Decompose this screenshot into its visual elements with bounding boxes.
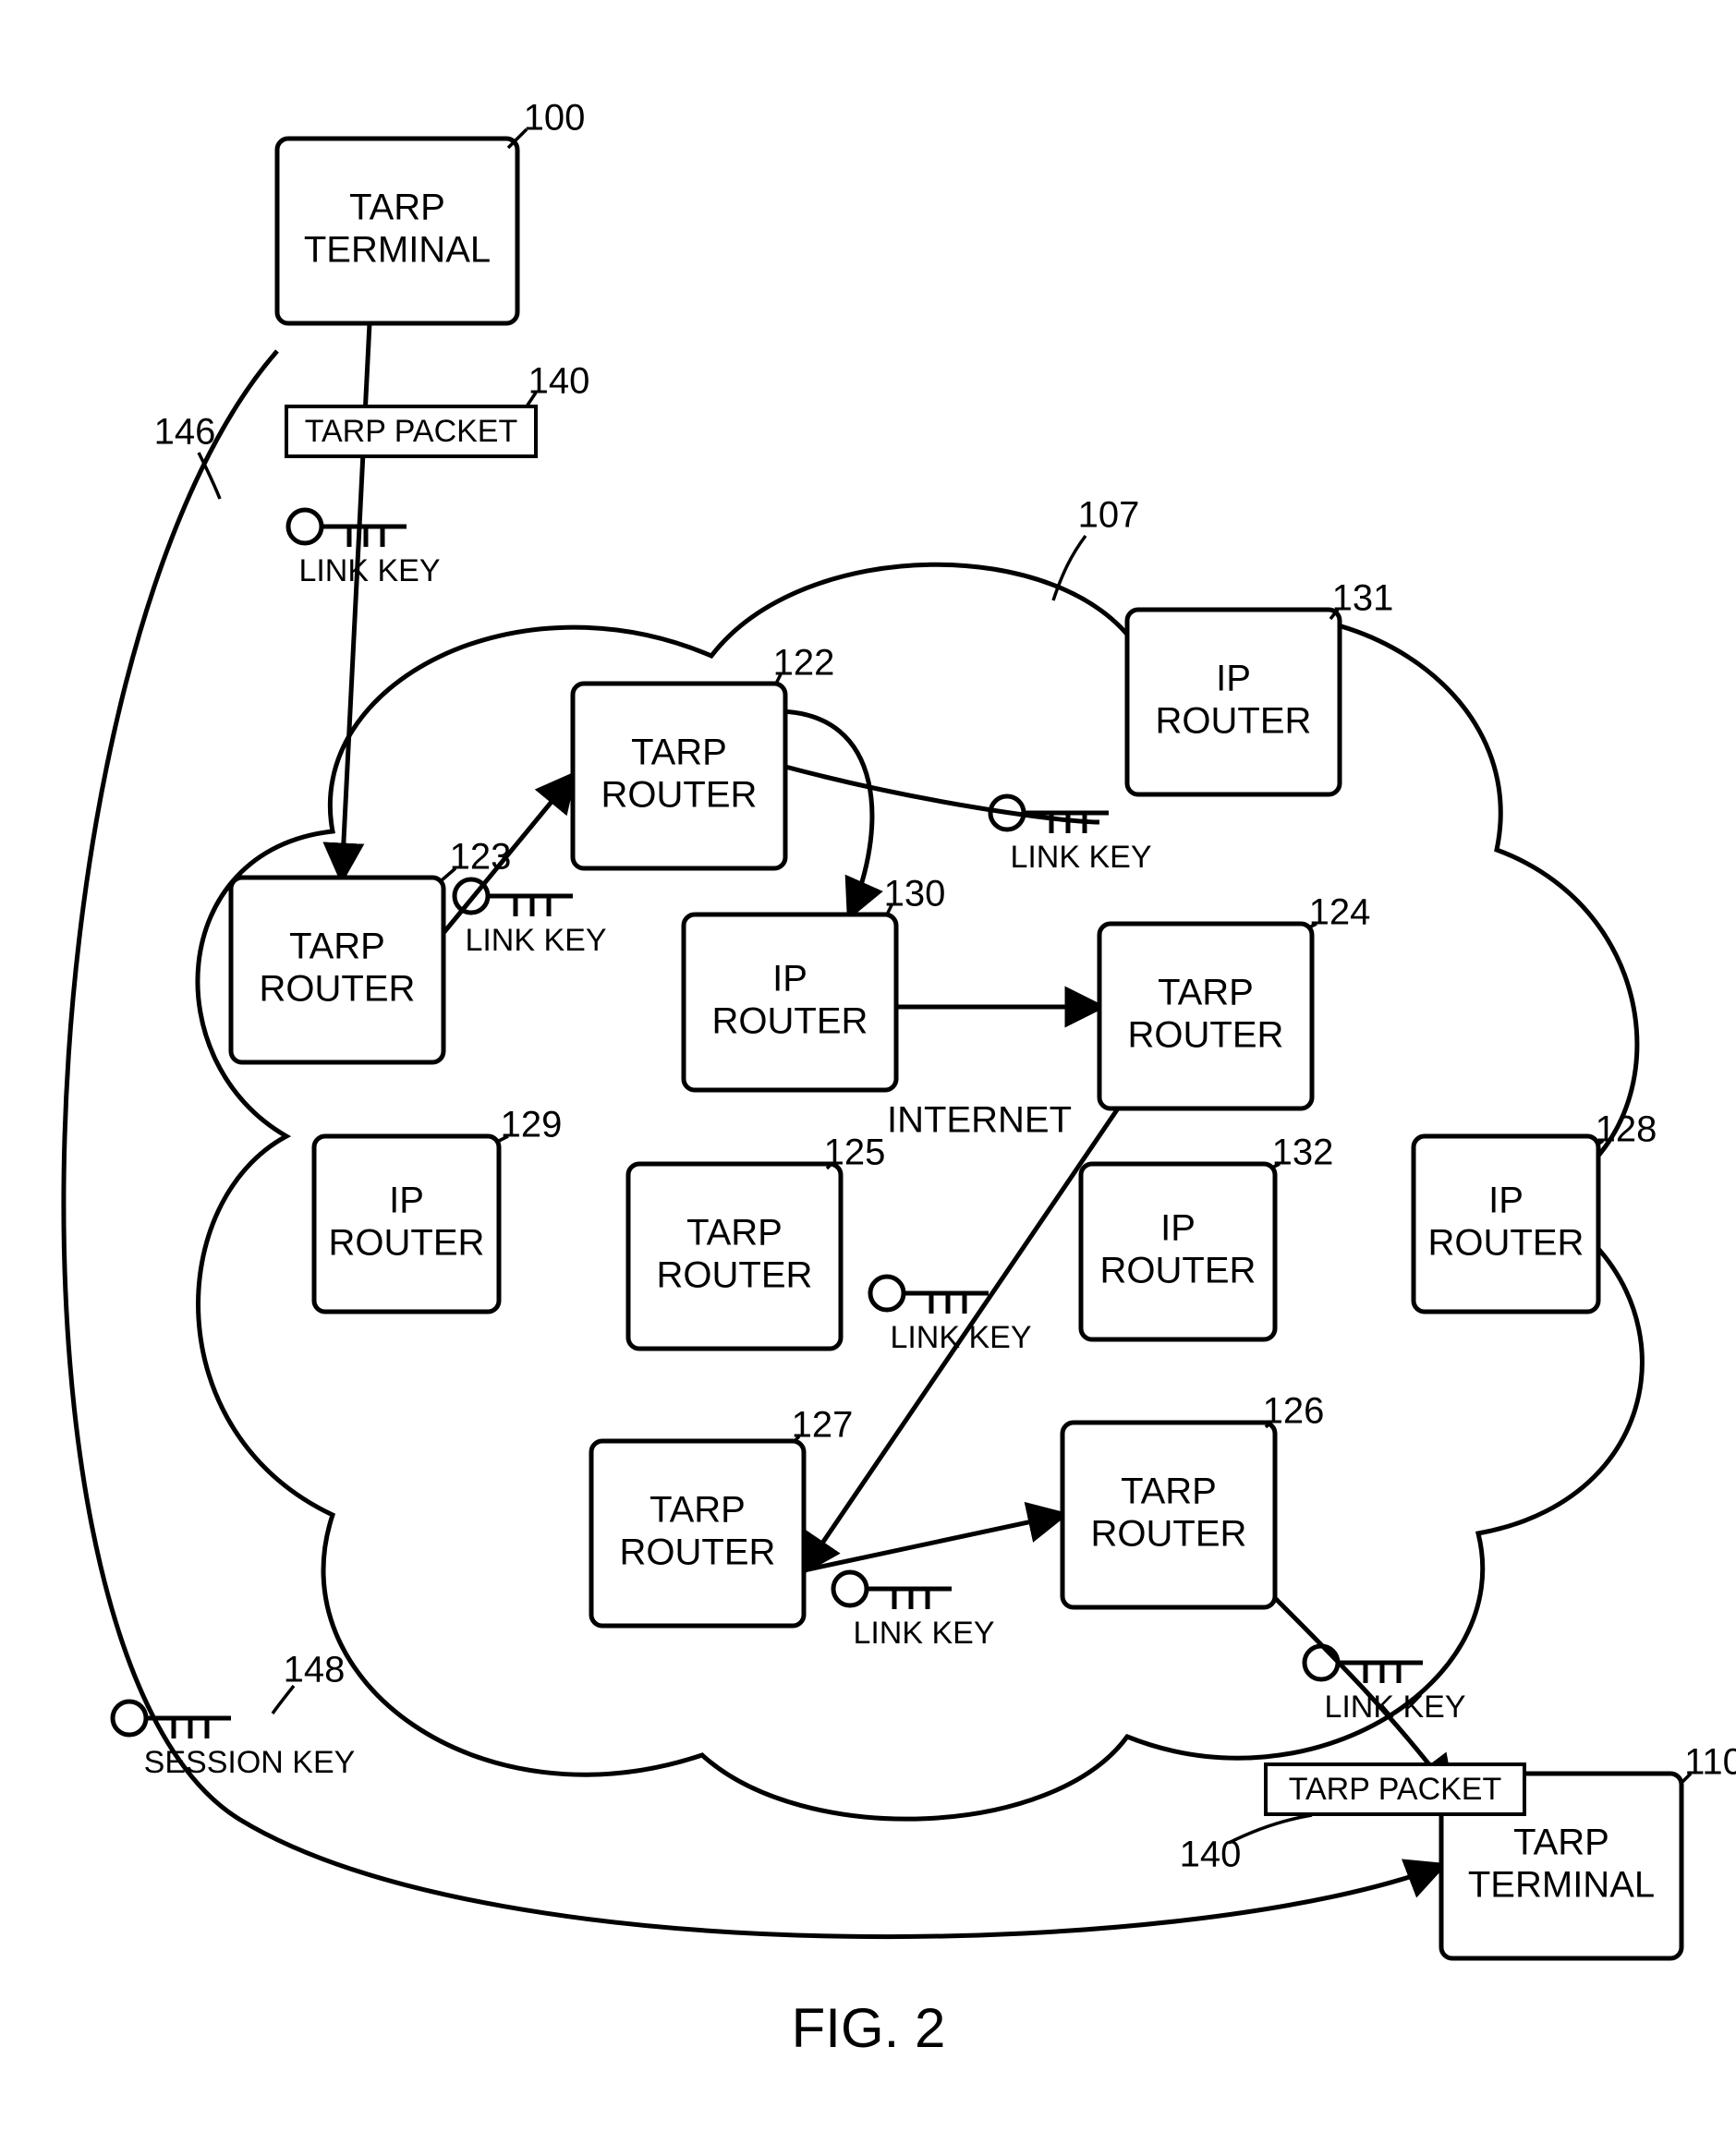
tarp-router-124: TARPROUTER [1099, 924, 1312, 1108]
ref-tarp-router-127: 127 [792, 1405, 854, 1446]
tarp-router-127-label-line1: ROUTER [620, 1532, 776, 1573]
tarp-router-126-label-line1: ROUTER [1091, 1514, 1247, 1555]
ref-tarp-router-125: 125 [824, 1133, 886, 1173]
ip-router-131: IPROUTER [1127, 610, 1340, 794]
ip-router-131-label-line0: IP [1216, 659, 1251, 699]
tarp-packet-top: TARP PACKET [286, 406, 536, 456]
ref-tarp-router-124: 124 [1309, 892, 1371, 933]
ip-router-128-label-line0: IP [1488, 1181, 1524, 1221]
ref-e-session-arc: 146 [154, 412, 216, 453]
tarp-router-122-label-line0: TARP [631, 733, 727, 773]
lead-tarp-packet-bot [1229, 1815, 1312, 1843]
tarp-router-125: TARPROUTER [628, 1164, 841, 1349]
link-key-6-label: LINK KEY [1324, 1690, 1465, 1725]
tarp-router-123-label-line0: TARP [289, 927, 385, 967]
link-key-1-label: LINK KEY [298, 553, 440, 588]
ref-ip-router-132: 132 [1272, 1133, 1334, 1173]
ref-ip-router-129: 129 [501, 1105, 563, 1145]
ip-router-132-label-line0: IP [1160, 1208, 1196, 1249]
tarp-terminal-dst-label-line0: TARP [1513, 1823, 1609, 1863]
ip-router-129-label-line1: ROUTER [329, 1223, 485, 1264]
ref-tarp-terminal-dst: 110 [1684, 1742, 1736, 1783]
ip-router-128-label-line1: ROUTER [1428, 1223, 1584, 1264]
link-key-4-icon [870, 1277, 989, 1314]
diagram-canvas: TARPTERMINALTARPTERMINALTARPROUTERTARPRO… [0, 0, 1736, 2156]
tarp-router-123: TARPROUTER [231, 878, 443, 1062]
tarp-terminal-src: TARPTERMINAL [277, 139, 517, 323]
ip-router-130: IPROUTER [684, 914, 896, 1090]
ref-ip-router-128: 128 [1596, 1109, 1657, 1150]
ref-tarp-terminal-src: 100 [524, 98, 586, 139]
tarp-router-126: TARPROUTER [1062, 1423, 1275, 1607]
tarp-router-124-label-line0: TARP [1158, 973, 1254, 1013]
link-key-6-icon [1305, 1646, 1423, 1683]
ref-ip-router-130: 130 [884, 874, 946, 914]
ref-ip-router-131: 131 [1332, 578, 1394, 619]
ip-router-129: IPROUTER [314, 1136, 499, 1312]
tarp-packet-top-label: TARP PACKET [305, 414, 518, 449]
ip-router-132-label-line1: ROUTER [1100, 1251, 1256, 1291]
ip-router-132: IPROUTER [1081, 1164, 1275, 1339]
ref-tarp-packet-bot: 140 [1180, 1835, 1242, 1875]
ref-cloud: 107 [1078, 495, 1140, 536]
ref-session-key: 148 [284, 1650, 346, 1690]
tarp-router-122-label-line1: ROUTER [601, 775, 758, 816]
tarp-router-124-label-line1: ROUTER [1128, 1015, 1284, 1056]
link-key-1-icon [288, 510, 407, 547]
ip-router-130-label-line0: IP [772, 959, 807, 999]
tarp-packet-bot: TARP PACKET [1266, 1764, 1524, 1814]
link-key-5-label: LINK KEY [853, 1616, 994, 1651]
edge-e-127-126 [804, 1515, 1062, 1570]
tarp-packet-bot-label: TARP PACKET [1289, 1772, 1502, 1807]
figure-label: FIG. 2 [792, 1997, 946, 2059]
session-key-icon [113, 1702, 231, 1738]
ip-router-129-label-line0: IP [389, 1181, 424, 1221]
tarp-router-122: TARPROUTER [573, 684, 785, 868]
tarp-router-127-label-line0: TARP [649, 1490, 746, 1531]
edge-e-122-130 [776, 711, 872, 914]
tarp-router-125-label-line1: ROUTER [657, 1255, 813, 1296]
tarp-terminal-src-label-line1: TERMINAL [304, 230, 491, 271]
tarp-terminal-src-label-line0: TARP [349, 188, 445, 228]
tarp-router-126-label-line0: TARP [1121, 1472, 1217, 1512]
link-key-4-label: LINK KEY [890, 1320, 1031, 1355]
ip-router-131-label-line1: ROUTER [1156, 701, 1312, 742]
ip-router-130-label-line1: ROUTER [712, 1001, 868, 1042]
ref-tarp-router-123: 123 [450, 837, 512, 878]
link-key-5-icon [833, 1572, 952, 1609]
tarp-router-123-label-line1: ROUTER [260, 969, 416, 1010]
lead-e-session-arc [199, 453, 220, 499]
tarp-terminal-dst-label-line1: TERMINAL [1468, 1865, 1655, 1906]
tarp-router-127: TARPROUTER [591, 1441, 804, 1626]
tarp-router-125-label-line0: TARP [686, 1213, 783, 1254]
ref-tarp-router-122: 122 [773, 643, 835, 684]
ref-internet: INTERNET [887, 1100, 1072, 1141]
session-key-label: SESSION KEY [144, 1745, 356, 1780]
link-key-3-label: LINK KEY [1010, 840, 1151, 875]
link-key-2-label: LINK KEY [465, 923, 606, 958]
ref-tarp-router-126: 126 [1263, 1391, 1325, 1432]
ref-tarp-packet-top: 140 [528, 361, 590, 402]
ip-router-128: IPROUTER [1414, 1136, 1598, 1312]
